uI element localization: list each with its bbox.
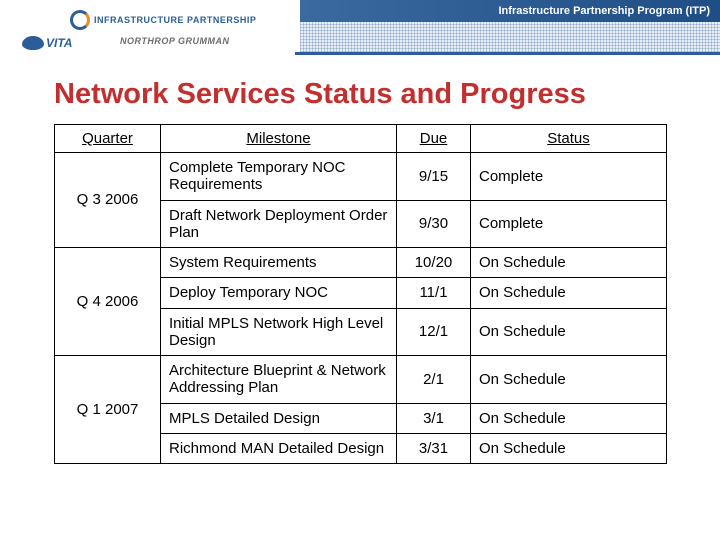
vita-swoosh-icon <box>22 36 44 50</box>
cell-status: Complete <box>471 200 667 248</box>
cell-due: 9/30 <box>397 200 471 248</box>
cell-milestone: Draft Network Deployment Order Plan <box>161 200 397 248</box>
slide: Infrastructure Partnership Program (ITP)… <box>0 0 720 540</box>
header-bar-text: Infrastructure Partnership Program (ITP) <box>499 5 711 17</box>
cell-quarter: Q 3 2006 <box>55 153 161 248</box>
cell-milestone: Deploy Temporary NOC <box>161 278 397 308</box>
cell-due: 11/1 <box>397 278 471 308</box>
status-table: Quarter Milestone Due Status Q 3 2006Com… <box>54 124 667 464</box>
header-accent-line <box>0 52 720 55</box>
logo-vita: VITA <box>22 32 82 54</box>
col-header-due: Due <box>397 125 471 153</box>
logo-itp: INFRASTRUCTURE PARTNERSHIP <box>70 8 270 32</box>
col-header-quarter: Quarter <box>55 125 161 153</box>
table-row: Q 3 2006Complete Temporary NOC Requireme… <box>55 153 667 201</box>
logo-northrop-grumman: NORTHROP GRUMMAN <box>120 36 230 46</box>
cell-due: 3/31 <box>397 433 471 463</box>
table-header-row: Quarter Milestone Due Status <box>55 125 667 153</box>
cell-status: On Schedule <box>471 403 667 433</box>
cell-status: On Schedule <box>471 278 667 308</box>
cell-milestone: Complete Temporary NOC Requirements <box>161 153 397 201</box>
table-row: Q 4 2006System Requirements10/20On Sched… <box>55 248 667 278</box>
cell-due: 10/20 <box>397 248 471 278</box>
cell-status: On Schedule <box>471 433 667 463</box>
cell-quarter: Q 4 2006 <box>55 248 161 356</box>
cell-milestone: Architecture Blueprint & Network Address… <box>161 356 397 404</box>
cell-milestone: Initial MPLS Network High Level Design <box>161 308 397 356</box>
logo-vita-text: VITA <box>46 36 72 50</box>
table-row: Q 1 2007Architecture Blueprint & Network… <box>55 356 667 404</box>
cell-status: On Schedule <box>471 248 667 278</box>
cell-due: 9/15 <box>397 153 471 201</box>
col-header-status: Status <box>471 125 667 153</box>
cell-status: Complete <box>471 153 667 201</box>
cell-milestone: System Requirements <box>161 248 397 278</box>
slide-header: Infrastructure Partnership Program (ITP)… <box>0 0 720 60</box>
cell-milestone: Richmond MAN Detailed Design <box>161 433 397 463</box>
cell-due: 3/1 <box>397 403 471 433</box>
itp-ring-icon <box>70 10 90 30</box>
col-header-milestone: Milestone <box>161 125 397 153</box>
cell-due: 2/1 <box>397 356 471 404</box>
logo-itp-text: INFRASTRUCTURE PARTNERSHIP <box>94 15 256 25</box>
cell-status: On Schedule <box>471 308 667 356</box>
header-pattern <box>300 22 720 52</box>
page-title: Network Services Status and Progress <box>54 78 674 111</box>
cell-status: On Schedule <box>471 356 667 404</box>
cell-due: 12/1 <box>397 308 471 356</box>
header-bar: Infrastructure Partnership Program (ITP) <box>300 0 720 22</box>
cell-quarter: Q 1 2007 <box>55 356 161 464</box>
cell-milestone: MPLS Detailed Design <box>161 403 397 433</box>
